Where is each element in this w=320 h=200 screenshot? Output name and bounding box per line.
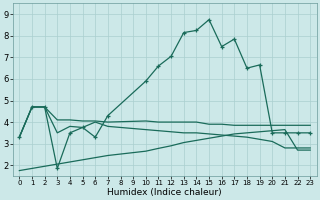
- X-axis label: Humidex (Indice chaleur): Humidex (Indice chaleur): [108, 188, 222, 197]
